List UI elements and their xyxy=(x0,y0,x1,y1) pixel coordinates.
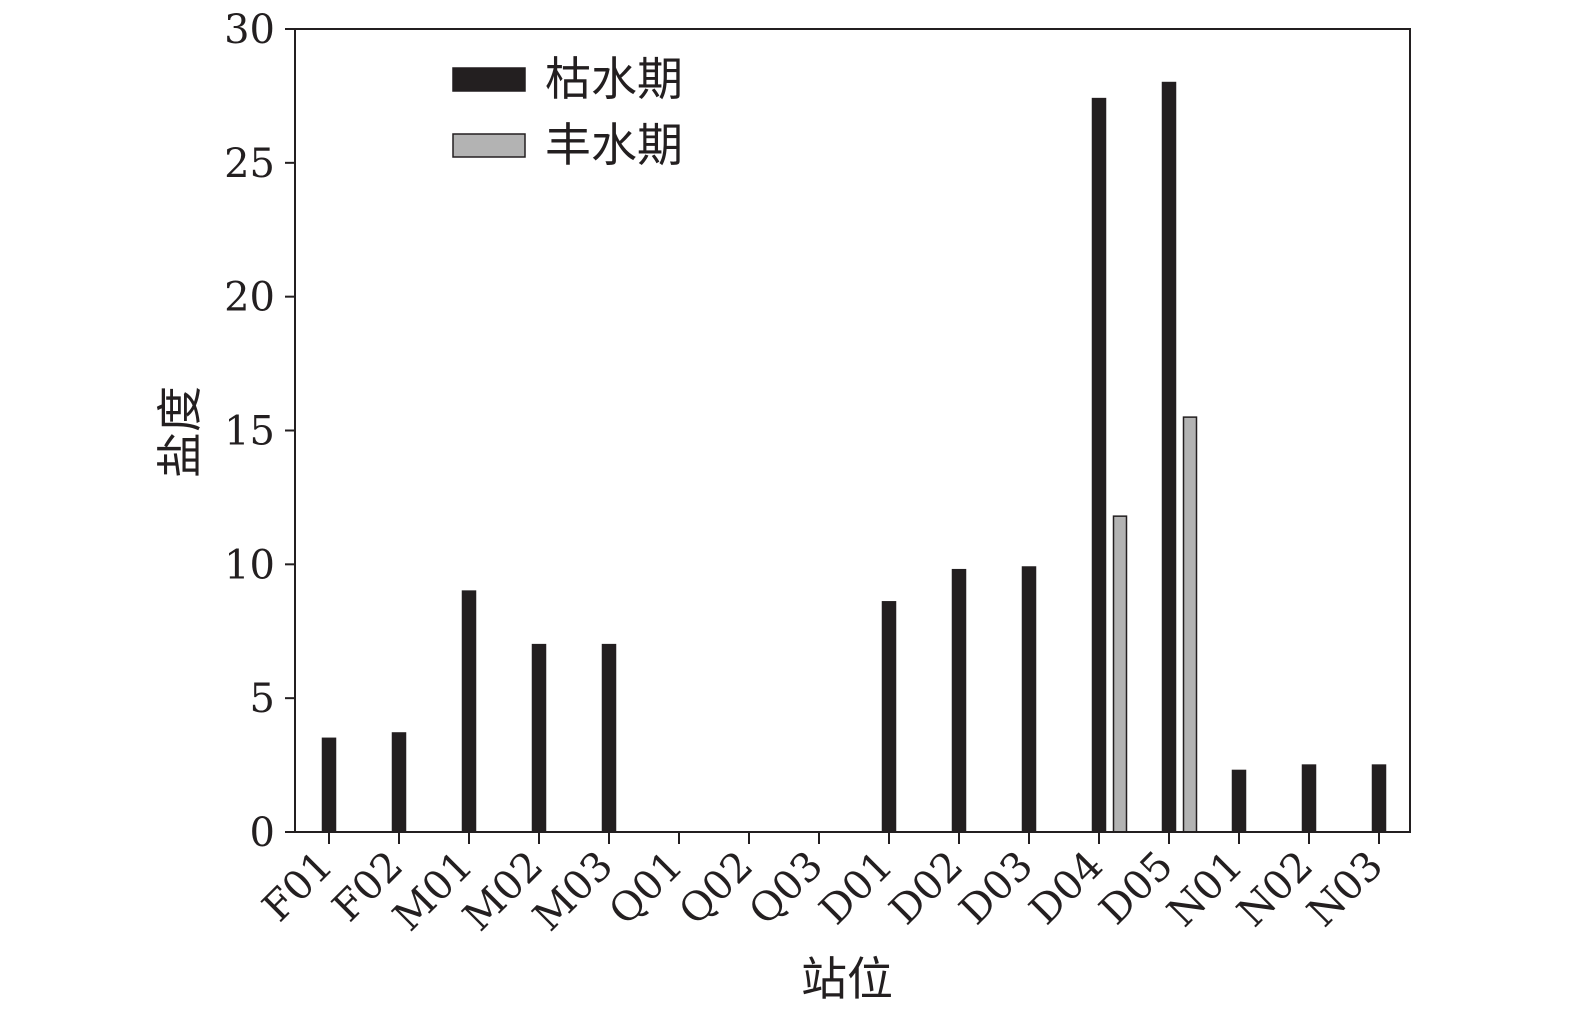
y-tick-label: 20 xyxy=(224,275,275,321)
x-tick-label-M01: M01 xyxy=(385,843,482,940)
bar-D05-series-1 xyxy=(1161,81,1177,833)
y-tick-label: 10 xyxy=(224,542,275,588)
x-tick-label-Q03: Q03 xyxy=(740,843,832,935)
legend-label-2: 丰水期 xyxy=(545,118,683,172)
x-tick-label-M03: M03 xyxy=(525,843,622,940)
x-tick-label-M02: M02 xyxy=(455,843,552,940)
legend-swatch-1 xyxy=(452,67,526,92)
bar-N02-series-1 xyxy=(1301,764,1317,833)
y-tick-label: 25 xyxy=(224,141,275,187)
x-tick-label-N01: N01 xyxy=(1159,843,1252,936)
bar-D02-series-1 xyxy=(951,568,967,833)
y-axis-label: 盐度 xyxy=(153,386,207,478)
x-tick-label-D04: D04 xyxy=(1021,843,1112,934)
y-tick-label: 0 xyxy=(250,810,275,856)
y-tick-label: 30 xyxy=(224,7,275,53)
x-tick-label-D05: D05 xyxy=(1091,843,1182,934)
bar-D01-series-1 xyxy=(881,601,897,833)
bar-D04-series-2 xyxy=(1112,515,1128,833)
x-tick-label-N03: N03 xyxy=(1299,843,1392,936)
bar-M03-series-1 xyxy=(601,643,617,833)
x-tick-label-N02: N02 xyxy=(1229,843,1322,936)
bar-N03-series-1 xyxy=(1371,764,1387,833)
bar-M02-series-1 xyxy=(531,643,547,833)
legend-swatch-2 xyxy=(452,133,526,158)
x-tick-label-D01: D01 xyxy=(811,843,902,934)
bars-layer xyxy=(321,81,1387,833)
x-tick-label-Q01: Q01 xyxy=(600,843,692,935)
y-tick-label: 15 xyxy=(224,409,275,455)
x-tick-label-Q02: Q02 xyxy=(670,843,762,935)
x-axis-label: 站位 xyxy=(801,952,893,1006)
bar-N01-series-1 xyxy=(1231,769,1247,833)
legend-label-1: 枯水期 xyxy=(545,52,683,106)
bar-D04-series-1 xyxy=(1091,97,1107,833)
bar-D03-series-1 xyxy=(1021,566,1037,833)
x-tick-label-D02: D02 xyxy=(881,843,972,934)
y-tick-label: 5 xyxy=(250,676,275,722)
x-tick-label-D03: D03 xyxy=(951,843,1042,934)
bar-M01-series-1 xyxy=(461,590,477,833)
bar-F01-series-1 xyxy=(321,737,337,833)
bar-F02-series-1 xyxy=(391,732,407,833)
bar-D05-series-2 xyxy=(1182,416,1198,833)
